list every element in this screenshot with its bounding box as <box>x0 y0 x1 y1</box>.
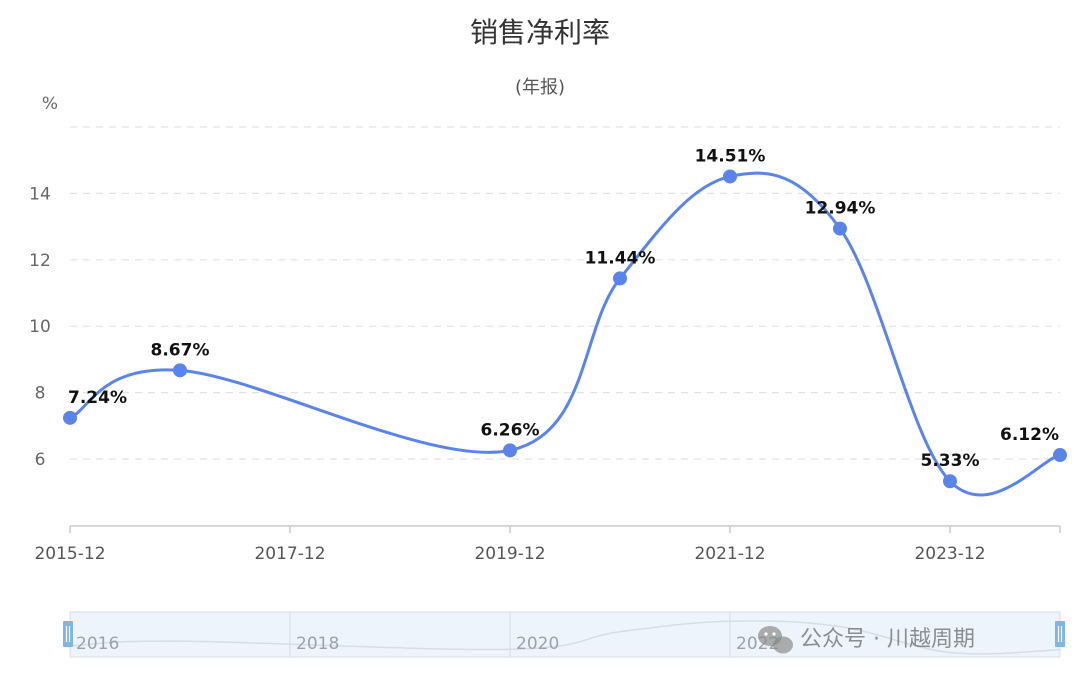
data-point <box>1053 448 1067 463</box>
data-point <box>63 410 77 425</box>
grid-lines <box>70 126 1060 460</box>
data-point <box>833 221 847 236</box>
x-axis: 2015-12 2017-12 2019-12 2021-12 2023-12 <box>34 525 1061 564</box>
y-tick-label: 10 <box>29 317 51 337</box>
data-zoom-tick-label: 2018 <box>296 634 339 654</box>
x-tick-label: 2019-12 <box>474 544 545 564</box>
watermark-text: 公众号 · 川越周期 <box>800 627 975 652</box>
data-label: 7.24% <box>68 388 127 408</box>
data-label: 11.44% <box>585 248 656 268</box>
x-tick-label: 2017-12 <box>254 544 325 564</box>
x-tick-label: 2015-12 <box>34 544 105 564</box>
data-point <box>173 363 187 378</box>
data-point <box>943 474 957 489</box>
x-tick-label: 2021-12 <box>694 544 765 564</box>
data-label: 14.51% <box>695 146 766 166</box>
data-point <box>613 271 627 286</box>
y-tick-label: 12 <box>29 251 51 271</box>
y-axis-ticks: 6 8 10 12 14 <box>29 184 51 470</box>
chart-title: 销售净利率 <box>470 16 610 49</box>
data-labels: 7.24% 8.67% 6.26% 11.44% 14.51% 12.94% 5.33% 6.… <box>68 146 1059 471</box>
data-zoom-preview-line <box>69 620 1061 655</box>
data-zoom-tick-label: 2016 <box>76 634 119 654</box>
data-points <box>63 169 1067 489</box>
data-zoom-slider[interactable]: 2016 2018 2020 2022 <box>63 611 1065 658</box>
y-tick-label: 6 <box>35 450 46 470</box>
data-point <box>503 443 517 458</box>
data-zoom-tick-label: 2020 <box>516 634 559 654</box>
data-zoom-track[interactable] <box>69 611 1061 658</box>
wechat-icon <box>758 626 793 654</box>
y-tick-label: 14 <box>29 184 51 204</box>
chart-subtitle: (年报) <box>515 77 565 98</box>
y-unit-label: % <box>42 94 58 114</box>
data-label: 6.26% <box>481 420 540 440</box>
data-point <box>723 169 737 184</box>
data-label: 6.12% <box>1000 425 1059 445</box>
data-label: 8.67% <box>151 340 210 360</box>
y-tick-label: 8 <box>35 384 46 404</box>
data-zoom-right-handle[interactable] <box>1055 621 1065 647</box>
data-label: 12.94% <box>805 199 876 219</box>
data-label: 5.33% <box>921 451 980 471</box>
x-tick-label: 2023-12 <box>914 544 985 564</box>
watermark: 公众号 · 川越周期 <box>758 626 975 654</box>
series-line <box>69 171 1061 497</box>
data-zoom-left-handle[interactable] <box>63 621 73 647</box>
